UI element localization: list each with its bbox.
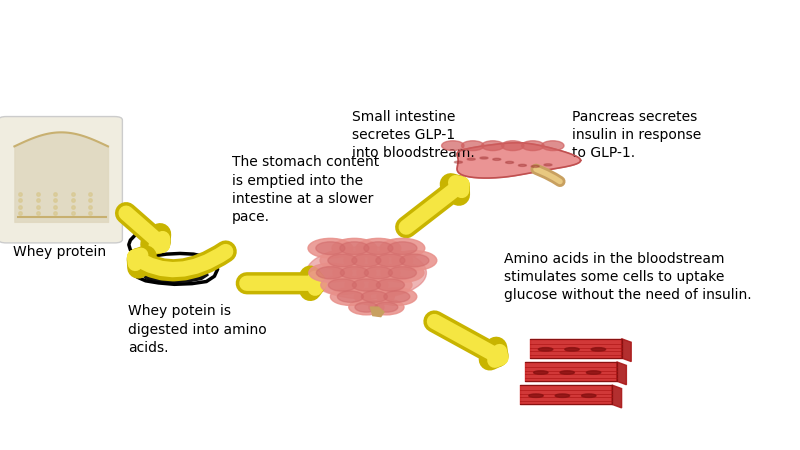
Circle shape xyxy=(316,242,345,255)
Polygon shape xyxy=(370,307,384,317)
Circle shape xyxy=(400,254,429,267)
Ellipse shape xyxy=(454,161,462,163)
Ellipse shape xyxy=(586,371,601,374)
Polygon shape xyxy=(142,269,208,283)
Circle shape xyxy=(375,302,398,312)
Circle shape xyxy=(306,247,426,299)
Circle shape xyxy=(482,141,504,151)
Text: Whey potein is
digested into amino
acids.: Whey potein is digested into amino acids… xyxy=(128,304,266,355)
Circle shape xyxy=(321,275,364,294)
Circle shape xyxy=(316,266,345,279)
Circle shape xyxy=(352,254,381,267)
Ellipse shape xyxy=(531,165,539,167)
Ellipse shape xyxy=(555,394,570,397)
Circle shape xyxy=(376,254,405,267)
Circle shape xyxy=(330,288,370,306)
Circle shape xyxy=(344,251,389,270)
Text: The stomach content
is emptied into the
intestine at a slower
pace.: The stomach content is emptied into the … xyxy=(232,155,379,225)
Circle shape xyxy=(345,275,388,294)
Polygon shape xyxy=(520,385,612,405)
Ellipse shape xyxy=(518,164,526,166)
Circle shape xyxy=(340,242,369,255)
Ellipse shape xyxy=(529,394,543,397)
Ellipse shape xyxy=(560,371,574,374)
Circle shape xyxy=(328,254,357,267)
Circle shape xyxy=(338,291,363,302)
Circle shape xyxy=(340,266,369,279)
Text: Whey protein: Whey protein xyxy=(14,245,106,259)
Circle shape xyxy=(320,251,365,270)
Circle shape xyxy=(333,263,376,282)
Circle shape xyxy=(356,238,401,258)
Circle shape xyxy=(352,279,381,291)
Polygon shape xyxy=(525,362,617,381)
Text: Amino acids in the bloodstream
stimulates some cells to uptake
glucose without t: Amino acids in the bloodstream stimulate… xyxy=(504,252,752,302)
Circle shape xyxy=(349,299,384,315)
Circle shape xyxy=(328,279,357,291)
Circle shape xyxy=(368,251,413,270)
Ellipse shape xyxy=(534,371,548,374)
Circle shape xyxy=(332,238,377,258)
Circle shape xyxy=(355,302,378,312)
Circle shape xyxy=(369,299,404,315)
Polygon shape xyxy=(130,253,218,284)
Circle shape xyxy=(364,242,393,255)
Circle shape xyxy=(369,275,412,294)
Circle shape xyxy=(377,288,417,306)
Circle shape xyxy=(309,263,352,282)
Ellipse shape xyxy=(506,162,514,163)
Circle shape xyxy=(384,291,410,302)
Circle shape xyxy=(502,141,524,151)
Ellipse shape xyxy=(582,394,596,397)
Polygon shape xyxy=(617,362,626,385)
Polygon shape xyxy=(457,143,581,178)
Circle shape xyxy=(357,263,400,282)
Circle shape xyxy=(388,266,417,279)
Circle shape xyxy=(381,263,424,282)
Circle shape xyxy=(364,266,393,279)
Polygon shape xyxy=(530,339,622,358)
Circle shape xyxy=(522,141,544,151)
Ellipse shape xyxy=(493,158,501,160)
Circle shape xyxy=(442,141,464,151)
Text: Small intestine
secretes GLP-1
into bloodstream.: Small intestine secretes GLP-1 into bloo… xyxy=(352,109,474,160)
Circle shape xyxy=(308,238,353,258)
Ellipse shape xyxy=(565,347,579,351)
Circle shape xyxy=(354,288,394,306)
FancyBboxPatch shape xyxy=(0,117,122,243)
Circle shape xyxy=(388,242,417,255)
Circle shape xyxy=(462,141,484,151)
Ellipse shape xyxy=(538,347,553,351)
Polygon shape xyxy=(622,339,631,361)
Ellipse shape xyxy=(544,164,552,166)
Circle shape xyxy=(376,279,405,291)
Circle shape xyxy=(542,141,564,151)
Circle shape xyxy=(380,238,425,258)
Polygon shape xyxy=(612,385,622,408)
Ellipse shape xyxy=(591,347,606,351)
Text: How whey protein lowers post-meal blood glucose?: How whey protein lowers post-meal blood … xyxy=(8,40,792,69)
Ellipse shape xyxy=(467,158,475,160)
Text: Pancreas secretes
insulin in response
to GLP-1.: Pancreas secretes insulin in response to… xyxy=(572,109,702,160)
Circle shape xyxy=(392,251,437,270)
Ellipse shape xyxy=(480,157,488,159)
Circle shape xyxy=(362,291,387,302)
